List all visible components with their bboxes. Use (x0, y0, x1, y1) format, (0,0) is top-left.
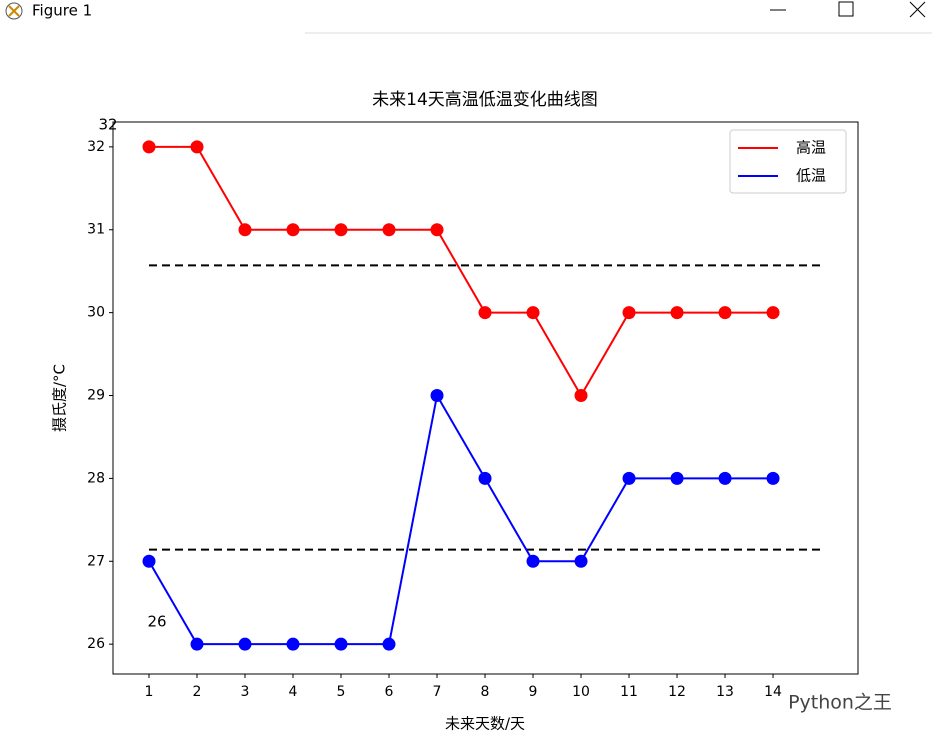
maximize-button[interactable] (838, 1, 854, 17)
annotation: 32 (98, 116, 117, 134)
annotation: 26 (147, 613, 166, 631)
data-point (190, 637, 204, 651)
x-axis-label: 未来天数/天 (445, 715, 525, 733)
y-axis-label: 摄氏度/°C (51, 364, 69, 432)
data-point (478, 306, 492, 320)
data-point (526, 554, 540, 568)
x-tick-label: 10 (572, 684, 590, 700)
data-point (238, 223, 252, 237)
legend-label: 高温 (796, 139, 826, 157)
x-tick-label: 13 (716, 684, 734, 700)
window-title: Figure 1 (32, 2, 92, 20)
data-point (670, 471, 684, 485)
data-point (718, 306, 732, 320)
x-tick-label: 5 (337, 684, 346, 700)
chart-title: 未来14天高温低温变化曲线图 (372, 90, 598, 110)
data-point (382, 637, 396, 651)
data-point (766, 471, 780, 485)
legend-box (729, 129, 847, 194)
y-tick-label: 27 (87, 553, 105, 569)
x-tick-label: 1 (145, 684, 154, 700)
watermark: Python之王 (788, 692, 892, 714)
data-point (142, 140, 156, 154)
data-point (334, 637, 348, 651)
data-point (526, 306, 540, 320)
y-tick-label: 29 (87, 388, 105, 404)
y-tick-label: 28 (87, 470, 105, 486)
series-line (148, 392, 774, 646)
data-point (382, 223, 396, 237)
data-point (766, 306, 780, 320)
x-tick-label: 3 (241, 684, 250, 700)
data-point (430, 389, 444, 403)
x-tick-label: 7 (433, 684, 442, 700)
data-point (142, 554, 156, 568)
y-tick-label: 30 (87, 305, 105, 321)
close-button[interactable] (909, 1, 926, 18)
x-tick-label: 4 (289, 684, 298, 700)
data-point (574, 554, 588, 568)
x-tick-label: 9 (529, 684, 538, 700)
x-tick-label: 8 (481, 684, 490, 700)
data-point (718, 471, 732, 485)
x-tick-label: 12 (668, 684, 686, 700)
y-tick-label: 26 (87, 636, 105, 652)
data-point (478, 471, 492, 485)
x-tick-label: 6 (385, 684, 394, 700)
data-point (286, 637, 300, 651)
data-point (238, 637, 252, 651)
legend-label: 低温 (796, 167, 826, 185)
data-point (430, 223, 444, 237)
data-point (622, 471, 636, 485)
data-point (286, 223, 300, 237)
app-icon-glyph (8, 5, 20, 17)
x-tick-label: 14 (764, 684, 782, 700)
data-point (190, 140, 204, 154)
y-tick-label: 31 (87, 222, 105, 238)
data-point (622, 306, 636, 320)
data-point (670, 306, 684, 320)
data-point (334, 223, 348, 237)
series-line (149, 145, 774, 398)
x-tick-label: 11 (620, 684, 638, 700)
y-tick-label: 32 (87, 139, 105, 155)
x-tick-label: 2 (193, 684, 202, 700)
data-point (574, 389, 588, 403)
